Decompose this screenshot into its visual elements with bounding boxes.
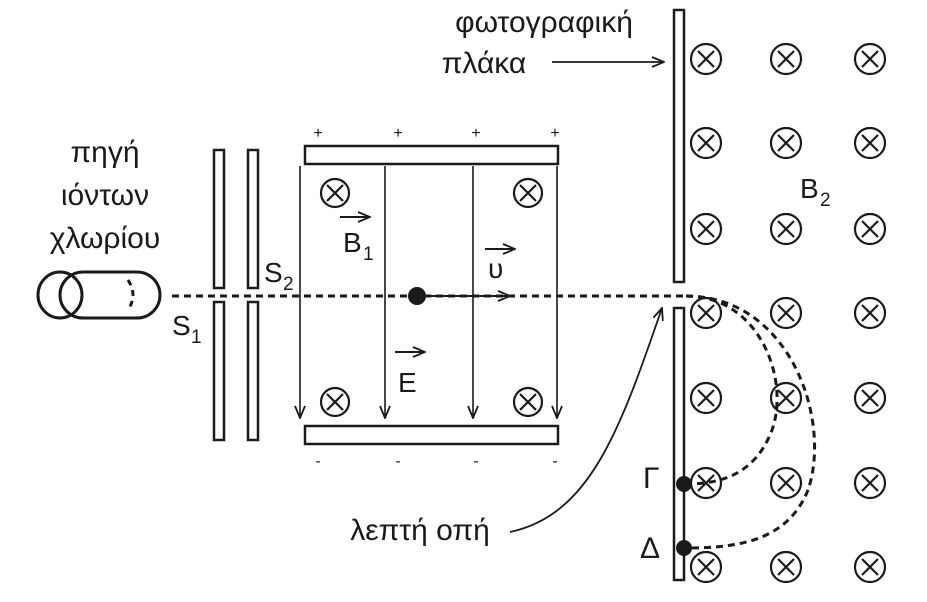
- b2-field-symbol: [769, 296, 803, 330]
- svg-text:-: -: [315, 453, 320, 470]
- b2-field-symbol: [689, 550, 723, 584]
- source-label-line3: χλωρίου: [50, 222, 161, 255]
- b2-field-symbol: [853, 550, 887, 584]
- svg-text:+: +: [393, 125, 402, 142]
- b2-label: B 2: [800, 173, 831, 211]
- b2-field-symbol: [853, 42, 887, 76]
- svg-text:1: 1: [191, 327, 202, 348]
- trajectory-outer: [685, 294, 817, 550]
- plate-label-line1: φωτογραφική: [455, 6, 633, 39]
- point-gamma-dot: [676, 476, 692, 492]
- point-delta-label: Δ: [640, 532, 660, 565]
- s1-label: S 1: [172, 310, 202, 348]
- photographic-plate-upper: [672, 8, 686, 284]
- b1-field-symbols: [319, 177, 544, 418]
- b2-field-symbols: [689, 42, 887, 584]
- svg-text:2: 2: [820, 190, 831, 211]
- point-delta-dot: [676, 540, 692, 556]
- photographic-plate-lower: [672, 306, 686, 582]
- s2-label: S 2: [264, 257, 294, 295]
- b2-field-symbol: [689, 126, 723, 160]
- b2-field-symbol: [853, 212, 887, 246]
- b2-field-symbol: [769, 550, 803, 584]
- hole-pointer-arrow: [509, 308, 662, 533]
- plus-signs: + + + +: [313, 125, 559, 142]
- svg-text:S: S: [264, 257, 283, 288]
- b2-field-symbol: [689, 42, 723, 76]
- b1-label: B 1: [340, 217, 374, 265]
- svg-text:B: B: [800, 173, 819, 204]
- b2-field-symbol: [853, 466, 887, 500]
- ion-source: [36, 270, 162, 320]
- svg-text:B: B: [343, 227, 362, 258]
- negative-plate: [303, 424, 560, 446]
- electric-field-lines: [300, 166, 557, 418]
- svg-text:1: 1: [363, 244, 374, 265]
- svg-text:+: +: [471, 125, 480, 142]
- trajectory-inner: [685, 294, 779, 486]
- b2-field-symbol: [689, 296, 723, 330]
- svg-text:-: -: [552, 453, 557, 470]
- svg-text:+: +: [313, 125, 322, 142]
- source-label-line2: ιόντων: [61, 179, 149, 212]
- hole-label: λεπτή οπή: [350, 514, 490, 547]
- b2-field-symbol: [853, 126, 887, 160]
- minus-signs: - - - -: [315, 453, 557, 470]
- b2-field-symbol: [853, 296, 887, 330]
- b2-field-symbol: [689, 212, 723, 246]
- b2-field-symbol: [853, 381, 887, 415]
- velocity-label: υ: [485, 249, 515, 284]
- point-gamma-label: Γ: [643, 462, 660, 495]
- e-label: E: [395, 352, 425, 398]
- slit-plates: [212, 148, 260, 442]
- b2-field-symbol: [769, 42, 803, 76]
- svg-text:+: +: [550, 125, 559, 142]
- b2-field-symbol: [769, 126, 803, 160]
- b2-field-symbol: [689, 381, 723, 415]
- source-label-line1: πηγή: [70, 136, 139, 169]
- svg-text:-: -: [473, 453, 478, 470]
- svg-text:υ: υ: [488, 253, 503, 284]
- b2-field-symbol: [769, 466, 803, 500]
- svg-text:E: E: [398, 367, 417, 398]
- svg-text:S: S: [172, 310, 191, 341]
- b2-field-symbol: [769, 381, 803, 415]
- b2-field-symbol: [689, 466, 723, 500]
- positive-plate: [303, 144, 560, 166]
- b2-field-symbol: [769, 212, 803, 246]
- svg-text:-: -: [395, 453, 400, 470]
- plate-label-line2: πλάκα: [442, 47, 527, 80]
- svg-text:2: 2: [283, 274, 294, 295]
